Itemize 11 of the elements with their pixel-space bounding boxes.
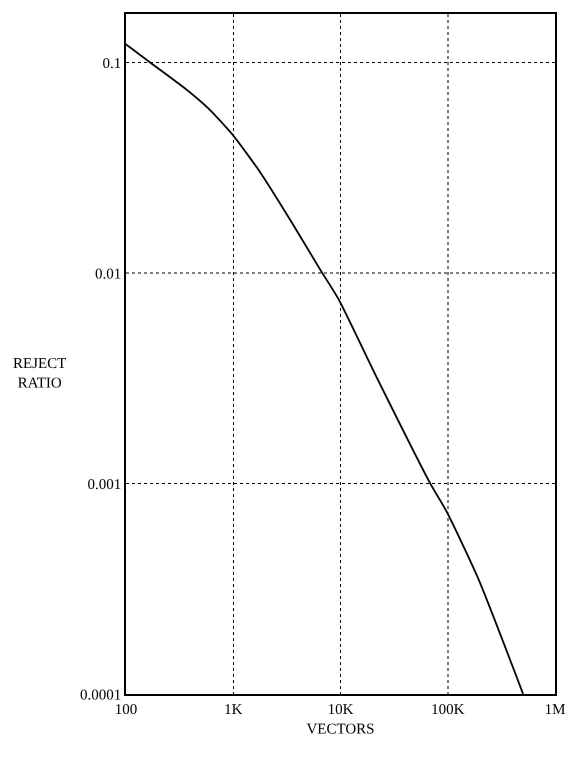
x-axis-title: VECTORS [306, 721, 375, 738]
x-tick-label: 100K [431, 702, 465, 718]
x-tick-label: 100 [114, 702, 138, 718]
x-tick-label: 1K [224, 702, 243, 718]
y-tick-label: 0.1 [102, 56, 122, 72]
x-tick-label: 10K [328, 702, 354, 718]
y-tick-label: 0.001 [88, 476, 122, 493]
y-tick-label: 0.01 [95, 266, 122, 282]
y-axis-title: REJECT RATIO [13, 356, 66, 392]
y-tick-label: 0.0001 [80, 687, 122, 704]
x-tick-label: 1M [544, 702, 566, 718]
